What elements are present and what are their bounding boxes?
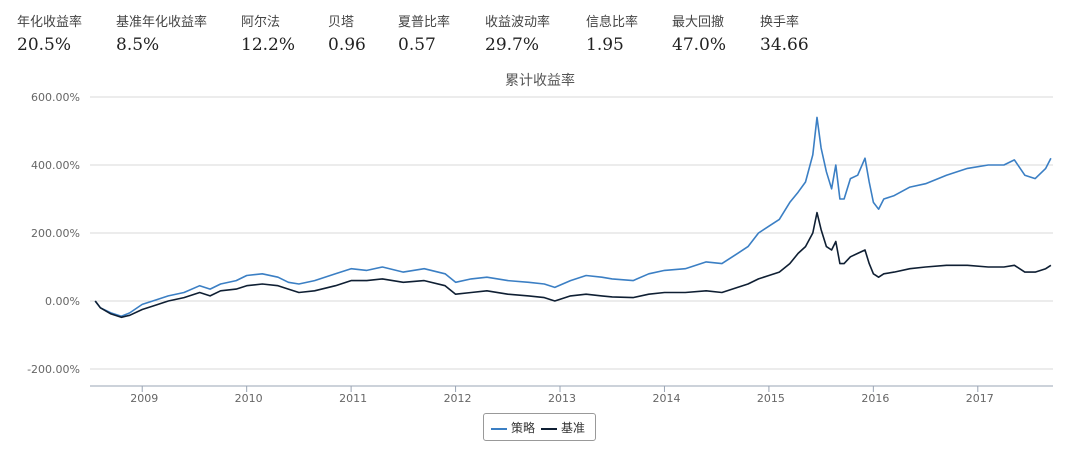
metric-benchmark-annual-return: 基准年化收益率 8.5% [116, 14, 207, 58]
legend-label-benchmark: 基准 [561, 421, 586, 435]
metric-label: 最大回撤 [672, 15, 725, 30]
metric-value: 47.0% [672, 35, 727, 55]
metric-label: 夏普比率 [398, 15, 451, 30]
metric-turnover: 换手率 34.66 [760, 14, 809, 58]
y-axis: -200.00% 0.00% 200.00% 400.00% 600.00% [27, 91, 80, 376]
metric-annual-return: 年化收益率 20.5% [17, 14, 82, 58]
x-axis: 2009 2010 2011 2012 2013 2014 2015 2016 2017 [90, 385, 1053, 404]
metric-volatility: 收益波动率 29.7% [485, 14, 550, 58]
y-tick-label: -200.00% [27, 363, 80, 376]
series [94, 116, 1052, 319]
legend-swatch-strategy [491, 427, 507, 430]
metric-beta: 贝塔 0.96 [328, 14, 366, 58]
y-tick-label: 200.00% [31, 227, 80, 240]
metric-label: 年化收益率 [17, 15, 83, 30]
y-tick-label: 400.00% [31, 159, 80, 172]
y-tick-label: 600.00% [31, 91, 80, 104]
metric-value: 12.2% [241, 35, 296, 55]
x-tick-label: 2011 [339, 392, 367, 404]
metric-label: 换手率 [760, 15, 800, 30]
grid [90, 96, 1053, 370]
metric-label: 贝塔 [328, 15, 355, 30]
x-tick-label: 2009 [130, 392, 158, 404]
metric-label: 收益波动率 [485, 15, 551, 30]
y-tick-label: 0.00% [45, 295, 80, 308]
metric-value: 1.95 [586, 35, 624, 55]
x-tick-label: 2013 [548, 392, 576, 404]
x-tick-label: 2014 [652, 392, 680, 404]
x-tick-label: 2015 [757, 392, 785, 404]
metric-value: 20.5% [17, 35, 72, 55]
metric-sharpe-ratio: 夏普比率 0.57 [398, 14, 450, 58]
legend: 策略 基准 [483, 413, 596, 441]
metric-value: 34.66 [760, 35, 809, 55]
metric-information-ratio: 信息比率 1.95 [586, 14, 638, 58]
legend-item-benchmark[interactable]: 基准 [541, 419, 585, 436]
metric-alpha: 阿尔法 12.2% [241, 14, 295, 58]
legend-label-strategy: 策略 [511, 421, 536, 435]
cumulative-return-chart: 累计收益率 -200.00% 0.00% 200.00% 400.00% 600.00%… [27, 72, 1053, 404]
metric-label: 信息比率 [586, 15, 639, 30]
series-line-benchmark [94, 211, 1052, 319]
metric-value: 8.5% [116, 35, 160, 55]
metric-label: 基准年化收益率 [116, 15, 208, 30]
x-tick-label: 2012 [444, 392, 472, 404]
legend-item-strategy[interactable]: 策略 [491, 419, 535, 436]
x-tick-label: 2017 [966, 392, 994, 404]
x-tick-label: 2010 [235, 392, 263, 404]
chart-title: 累计收益率 [505, 72, 575, 89]
metrics-bar: 年化收益率 20.5% 基准年化收益率 8.5% 阿尔法 12.2% 贝塔 0.… [0, 0, 1080, 64]
series-line-strategy [94, 116, 1052, 318]
metric-value: 29.7% [485, 35, 540, 55]
metric-max-drawdown: 最大回撤 47.0% [672, 14, 726, 58]
x-tick-label: 2016 [861, 392, 889, 404]
metric-label: 阿尔法 [241, 15, 281, 30]
metric-value: 0.96 [328, 35, 366, 55]
legend-swatch-benchmark [541, 427, 557, 430]
metric-value: 0.57 [398, 35, 436, 55]
